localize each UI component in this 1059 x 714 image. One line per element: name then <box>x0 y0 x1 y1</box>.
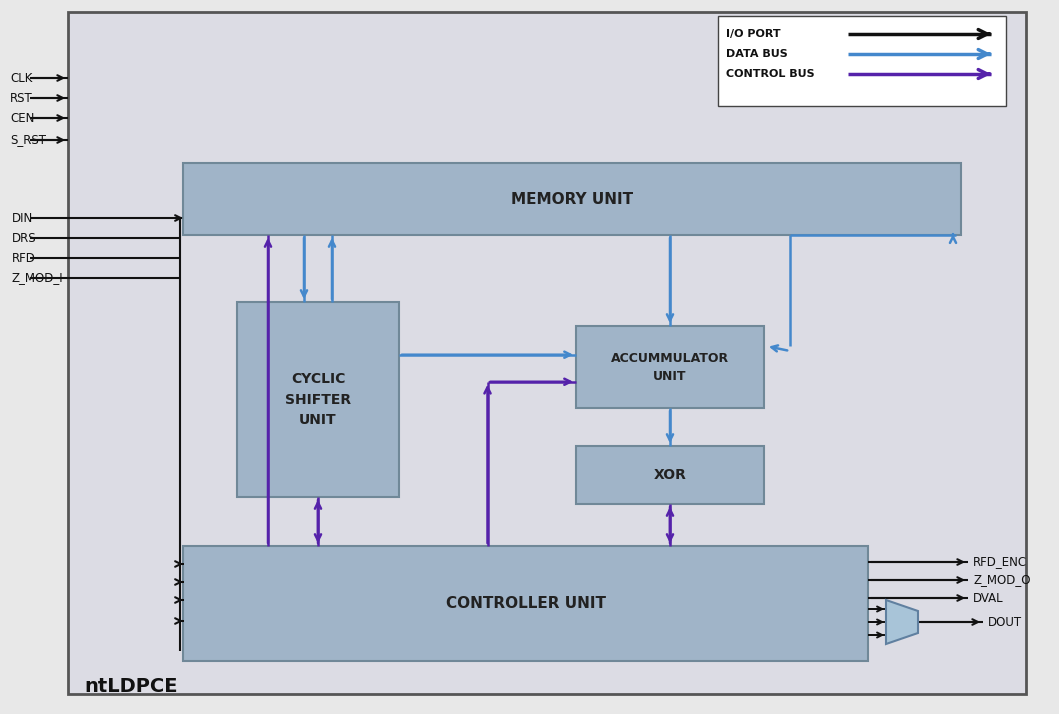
Polygon shape <box>886 600 918 644</box>
Text: CONTROL BUS: CONTROL BUS <box>726 69 814 79</box>
Text: Z_MOD_O: Z_MOD_O <box>973 573 1030 586</box>
Text: RFD: RFD <box>12 251 36 264</box>
Text: DVAL: DVAL <box>973 591 1004 605</box>
Text: CYCLIC
SHIFTER
UNIT: CYCLIC SHIFTER UNIT <box>285 372 352 427</box>
Text: XOR: XOR <box>653 468 686 482</box>
Text: CLK: CLK <box>10 71 33 84</box>
Text: DIN: DIN <box>12 211 33 224</box>
Text: RFD_ENC: RFD_ENC <box>973 555 1027 568</box>
Bar <box>576 446 764 504</box>
Text: I/O PORT: I/O PORT <box>726 29 780 39</box>
Text: DRS: DRS <box>12 231 37 244</box>
Bar <box>576 326 764 408</box>
Bar <box>183 546 868 661</box>
Text: DOUT: DOUT <box>988 615 1022 628</box>
Text: Z_MOD_I: Z_MOD_I <box>12 271 64 284</box>
Bar <box>237 302 399 497</box>
Bar <box>718 16 1006 106</box>
Text: ntLDPCE: ntLDPCE <box>84 676 178 695</box>
Text: S_RST: S_RST <box>10 134 46 146</box>
Text: MEMORY UNIT: MEMORY UNIT <box>510 191 633 206</box>
Bar <box>183 163 961 235</box>
Text: CEN: CEN <box>10 111 34 124</box>
Text: CONTROLLER UNIT: CONTROLLER UNIT <box>446 596 606 611</box>
Text: RST: RST <box>10 91 33 104</box>
Text: DATA BUS: DATA BUS <box>726 49 788 59</box>
Text: ACCUMMULATOR
UNIT: ACCUMMULATOR UNIT <box>611 351 729 383</box>
